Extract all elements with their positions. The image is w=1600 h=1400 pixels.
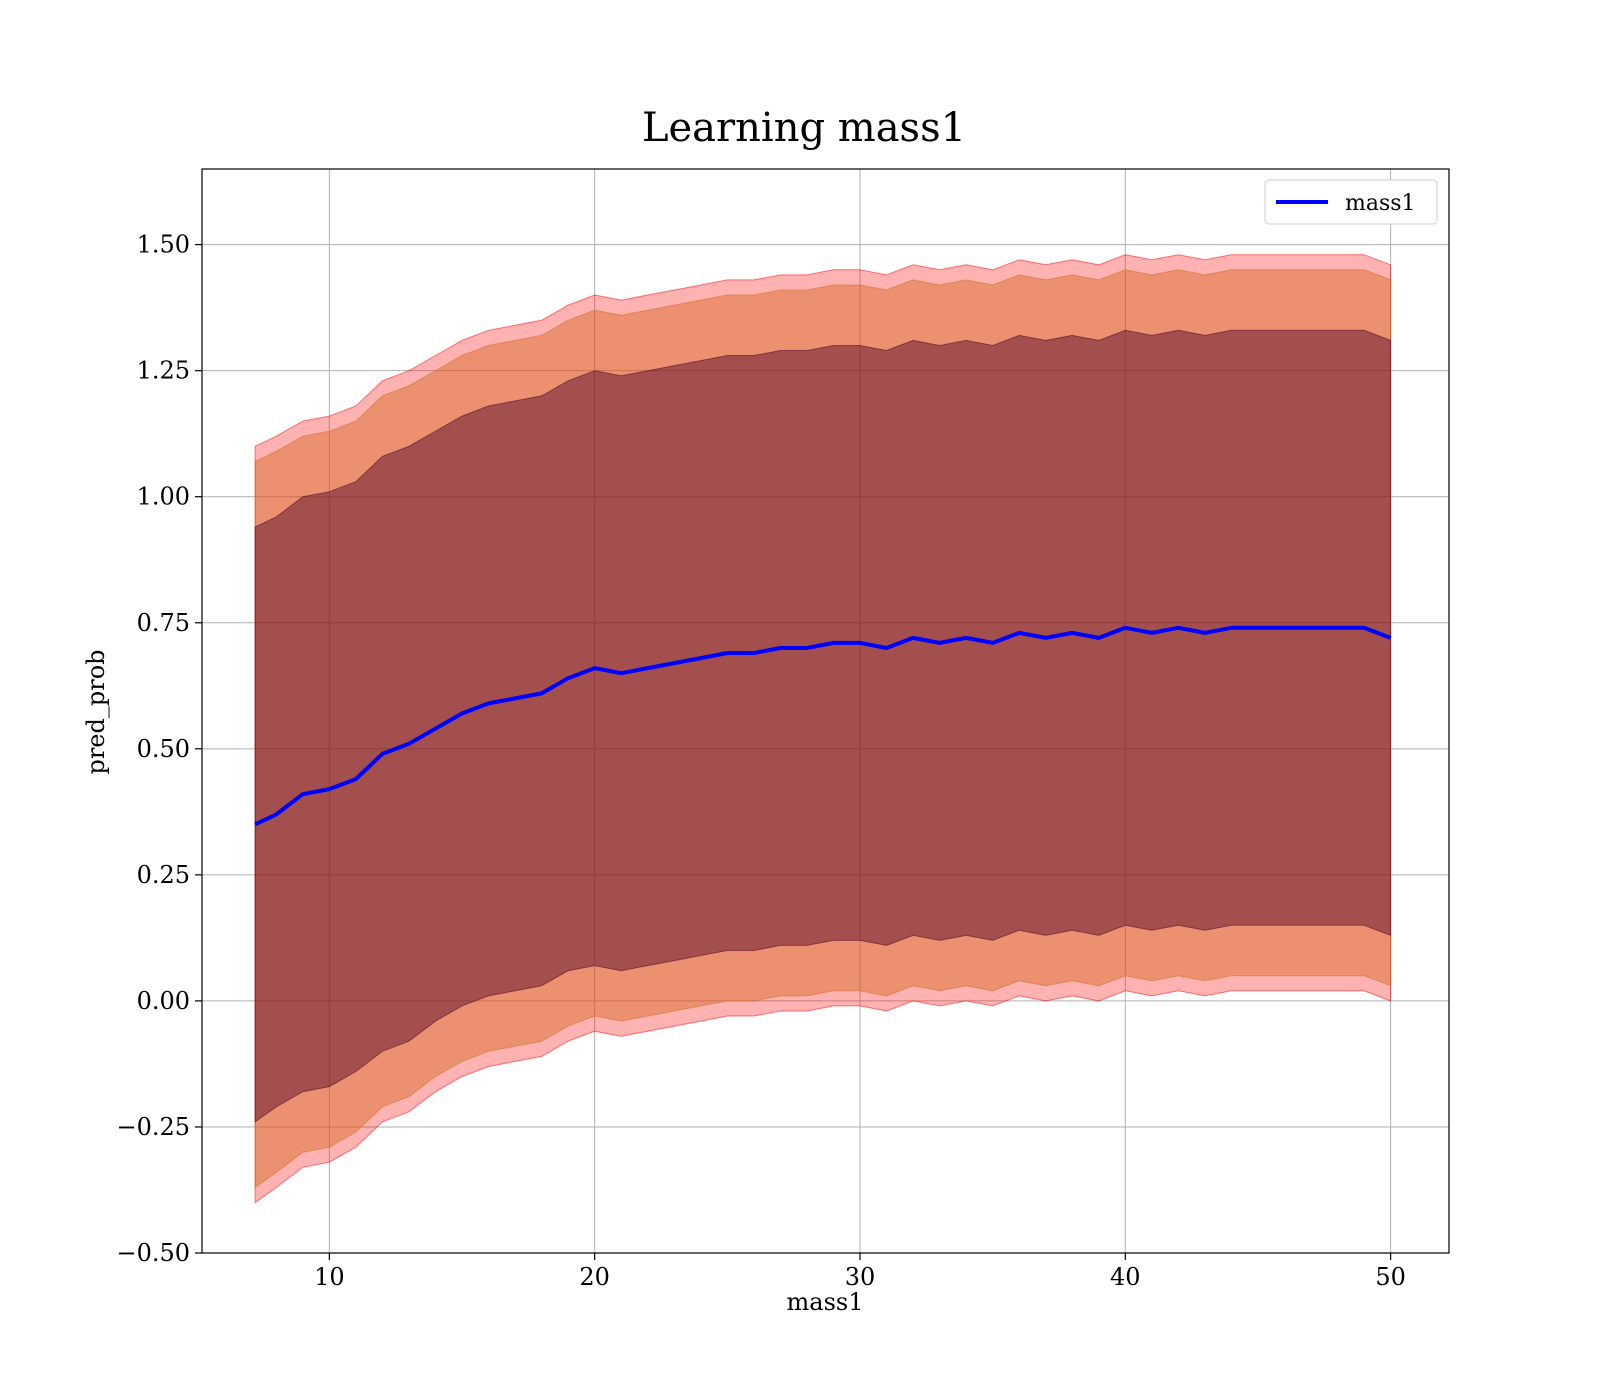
y-tick-label: −0.25 — [116, 1113, 190, 1141]
x-tick-label: 20 — [579, 1263, 610, 1291]
y-axis-ticks: −0.50 −0.25 0.00 0.25 0.50 0.75 1.00 1.25 1.50 — [116, 231, 202, 1267]
y-tick-label: −0.50 — [116, 1239, 190, 1267]
legend-label: mass1 — [1345, 191, 1416, 216]
y-tick-label: 0.00 — [137, 987, 190, 1015]
grid — [202, 169, 1449, 1254]
plot-frame — [201, 168, 1450, 1254]
y-tick-label: 1.25 — [137, 357, 190, 385]
x-axis-ticks: 10 20 30 40 50 — [314, 1253, 1406, 1291]
y-tick-label: 0.50 — [137, 735, 190, 763]
y-tick-label: 1.00 — [137, 483, 190, 511]
x-tick-label: 40 — [1110, 1263, 1141, 1291]
x-tick-label: 50 — [1375, 1263, 1406, 1291]
chart-title: Learning mass1 — [642, 105, 966, 151]
x-axis-label: mass1 — [787, 1288, 864, 1316]
uncertainty-bands — [254, 254, 1392, 1204]
y-axis-label: pred_prob — [82, 649, 110, 774]
uncertainty-band-3 — [254, 329, 1392, 1123]
legend: mass1 — [1264, 179, 1438, 225]
series-lines — [254, 625, 1392, 827]
y-tick-label: 1.50 — [137, 231, 190, 259]
uncertainty-band-1 — [254, 254, 1392, 1204]
y-tick-label: 0.25 — [137, 861, 190, 889]
legend-box — [1264, 179, 1438, 225]
x-tick-label: 10 — [314, 1263, 345, 1291]
y-tick-label: 0.75 — [137, 609, 190, 637]
uncertainty-band-2 — [254, 269, 1392, 1189]
x-tick-label: 30 — [845, 1263, 876, 1291]
series-line-mass1 — [254, 625, 1392, 827]
